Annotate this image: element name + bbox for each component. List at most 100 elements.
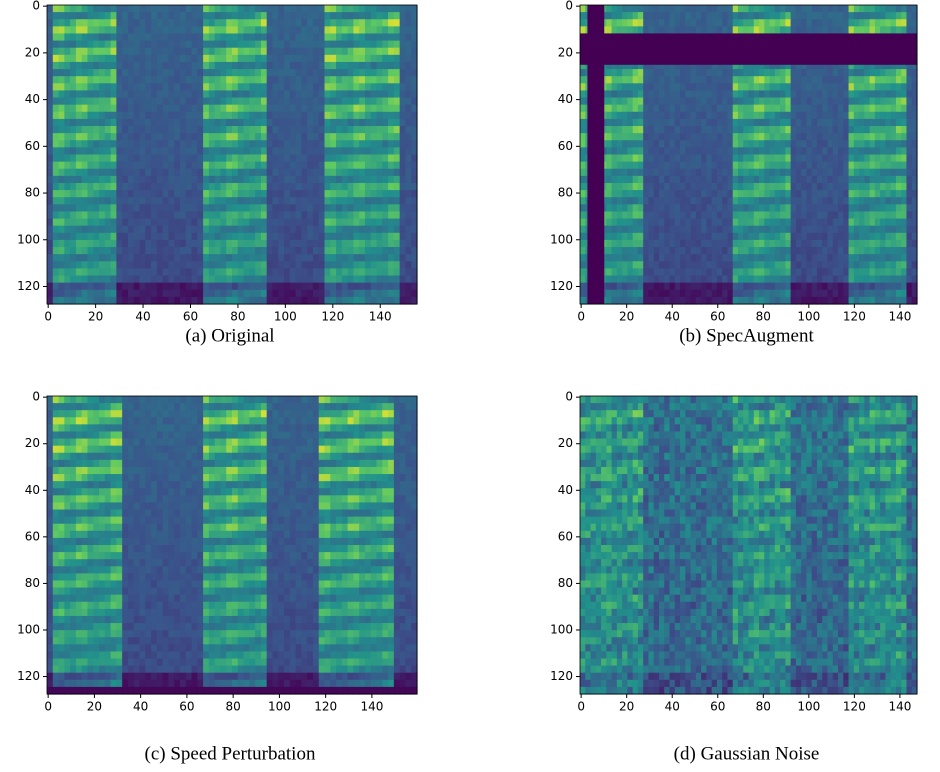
pixel (706, 26, 713, 35)
pixel (127, 261, 135, 270)
pixel (611, 247, 618, 255)
pixel (376, 40, 383, 49)
pixel (632, 204, 639, 213)
pixel (318, 261, 326, 270)
pixel (727, 76, 734, 84)
pixel (737, 26, 744, 35)
pixel (653, 161, 660, 170)
pixel (727, 19, 734, 27)
pixel (203, 247, 210, 255)
pixel (680, 83, 686, 92)
pixel (179, 211, 187, 220)
x-tick-label: 120 (321, 310, 344, 324)
pixel (266, 204, 274, 213)
pixel (87, 168, 94, 177)
pixel (790, 147, 797, 156)
pixel (116, 26, 123, 35)
pixel (104, 33, 112, 42)
pixel (341, 19, 349, 27)
pixel (822, 76, 829, 84)
pixel (722, 182, 729, 191)
pixel (853, 140, 860, 148)
pixel (880, 225, 887, 234)
pixel (104, 225, 112, 234)
pixel (743, 133, 750, 141)
pixel (695, 76, 702, 84)
pixel (278, 268, 285, 277)
pixel (104, 247, 112, 255)
pixel (643, 197, 650, 205)
pixel (156, 275, 164, 284)
pixel (272, 33, 279, 42)
pixel (232, 5, 239, 13)
pixel (880, 168, 887, 177)
pixel (393, 133, 401, 141)
pixel (911, 5, 918, 13)
pixel (664, 147, 671, 156)
pixel (674, 26, 681, 35)
pixel (52, 154, 60, 163)
pixel (622, 225, 628, 234)
pixel (674, 133, 681, 141)
pixel (388, 69, 395, 77)
pixel (307, 204, 314, 213)
pixel (748, 90, 755, 99)
pixel (880, 5, 887, 13)
pixel (318, 5, 326, 13)
pixel (58, 40, 65, 49)
pixel (711, 126, 718, 134)
pixel (701, 69, 707, 77)
pixel (330, 182, 337, 191)
pixel (411, 140, 418, 148)
pixel (330, 83, 337, 92)
pixel (347, 275, 355, 284)
pixel (307, 225, 314, 234)
pixel (133, 175, 141, 184)
pixel (706, 19, 713, 27)
pixel (336, 232, 343, 241)
pixel (832, 147, 839, 156)
pixel (272, 190, 279, 198)
pixel (156, 118, 164, 127)
pixel (151, 5, 158, 13)
pixel (680, 97, 686, 106)
pixel (58, 154, 65, 163)
pixel (260, 239, 268, 248)
pixel (307, 168, 314, 177)
pixel (753, 76, 760, 84)
pixel (838, 225, 844, 234)
pixel (669, 182, 676, 191)
pixel (168, 175, 175, 184)
pixel (880, 147, 887, 156)
pixel (58, 97, 65, 106)
pixel (405, 182, 412, 191)
pixel (669, 254, 676, 262)
pixel (764, 118, 771, 127)
pixel (278, 282, 285, 291)
pixel (307, 19, 314, 27)
pixel (911, 175, 918, 184)
pixel (680, 225, 686, 234)
pixel (110, 33, 117, 42)
pixel (156, 247, 164, 255)
pixel (901, 97, 908, 106)
pixel (859, 239, 865, 248)
pixel (232, 168, 239, 177)
pixel (341, 225, 349, 234)
pixel (93, 218, 100, 227)
pixel (341, 76, 349, 84)
pixel (174, 168, 181, 177)
pixel (801, 111, 808, 120)
pixel (869, 19, 876, 27)
pixel (901, 26, 908, 35)
pixel (151, 182, 158, 191)
pixel (58, 268, 65, 277)
pixel (81, 275, 89, 284)
pixel (764, 83, 771, 92)
pixel (643, 19, 650, 27)
pixel (353, 154, 360, 163)
pixel (906, 104, 913, 113)
pixel (81, 211, 89, 220)
pixel (648, 19, 655, 27)
pixel (388, 182, 395, 191)
